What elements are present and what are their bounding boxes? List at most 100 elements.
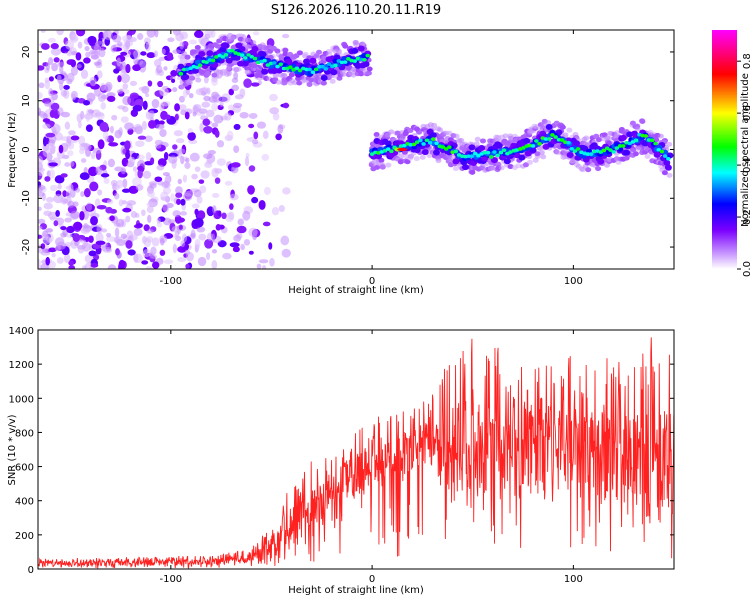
spectrogram-cell [155, 123, 165, 130]
spectrogram-cell [161, 181, 171, 189]
spectrogram-cell [85, 124, 93, 132]
spectrogram-cell [556, 137, 562, 142]
spectrogram-cell [490, 157, 498, 164]
spectrogram-cell [50, 102, 60, 111]
spectrogram-cell [424, 138, 430, 143]
spectrogram-cell [159, 87, 169, 97]
spectrogram-cell [120, 146, 127, 156]
spectrogram-cell [233, 123, 241, 131]
spectrogram-cell [107, 264, 117, 269]
spectrogram-cell [227, 48, 232, 53]
spectrogram-cell [261, 68, 269, 75]
spectrogram-cell [320, 74, 328, 81]
spectrogram-cell [38, 169, 44, 176]
spectrogram-cell [68, 265, 75, 269]
spectrogram-cell [38, 91, 43, 100]
spectrogram-cell [187, 128, 194, 134]
spectrogram-cell [42, 236, 52, 244]
spectrogram-cell [42, 136, 48, 147]
spectrogram-cell [329, 78, 336, 84]
spectrogram-cell [275, 79, 282, 85]
spectrogram-cell [178, 71, 184, 76]
spectrogram-cell [198, 35, 206, 45]
spectrogram-cell [397, 147, 408, 152]
spectrogram-cell [48, 162, 58, 167]
spectrogram-cell [282, 187, 291, 195]
spectrogram-cell [211, 30, 216, 38]
spectrogram-cell [575, 163, 582, 169]
spectrogram-cell [49, 184, 58, 192]
spectrogram-cell [579, 167, 586, 173]
chart-title: S126.2026.110.20.11.R19 [271, 3, 441, 18]
spectrogram-cell [221, 212, 227, 220]
spectrogram-cell [116, 57, 121, 67]
spectrogram-cell [194, 217, 204, 228]
spectrogram-cell [653, 141, 658, 146]
spectrogram-cell [176, 198, 181, 205]
spectrogram-cell [282, 51, 289, 57]
spectrogram-cell [206, 50, 214, 57]
spectrogram-cell [250, 40, 257, 46]
spectrogram-cell [89, 50, 96, 55]
spectrogram-cell [256, 121, 267, 129]
spectrogram-cell [146, 52, 156, 59]
spectrogram-cell [560, 154, 567, 160]
spectrogram-cell [182, 192, 193, 202]
spectrogram-cell [53, 57, 60, 63]
spectrogram-cell [473, 141, 480, 147]
spectrogram-cell [433, 149, 441, 156]
spectrogram-cell [141, 260, 149, 265]
spectrogram-cell [132, 104, 143, 112]
spectrogram-cell [236, 225, 247, 234]
spectrogram-cell [146, 205, 154, 214]
spectrogram-cell [118, 259, 126, 269]
spectrogram-cell [97, 139, 105, 150]
spectrogram-cell [115, 248, 120, 256]
spectrogram-cell [194, 166, 201, 172]
spectrogram-cell [502, 133, 509, 139]
spectrogram-cell [231, 162, 241, 168]
spectrogram-cell [102, 247, 112, 252]
spectrogram-cell [148, 181, 158, 186]
spectrogram-cell [175, 192, 183, 198]
spectrogram-cell [273, 73, 280, 79]
spectrogram-cell [79, 172, 90, 180]
spectrogram-cell [281, 33, 290, 39]
spectrogram-cell [194, 45, 201, 51]
spectrogram-cell [621, 144, 626, 148]
spectrogram-cell [646, 138, 652, 142]
snr-x-axis: -100 0 100 [159, 330, 583, 585]
spectrogram-cell [80, 69, 89, 80]
spectrogram-cell [65, 139, 72, 147]
spectrogram-x-label: Height of straight line (km) [288, 285, 424, 296]
spectrogram-cell [88, 166, 98, 177]
spectrogram-cell [207, 43, 214, 49]
spectrogram-cell [213, 114, 224, 124]
spectrogram-cell [256, 263, 262, 269]
spectrogram-cell [151, 261, 160, 269]
spectrogram-cell [151, 237, 160, 247]
colorbar-tick-label: 0.2 [742, 209, 750, 225]
spectrogram-cell [194, 65, 200, 70]
spectrogram-cell [86, 92, 96, 102]
spectrogram-cell [50, 47, 61, 56]
spectrogram-cell [659, 149, 665, 154]
spectrogram-cell [69, 183, 74, 193]
spectrogram-cell [154, 176, 163, 182]
spectrogram-cell [137, 165, 144, 172]
spectrogram-cell [664, 164, 672, 171]
spectrogram-cell [83, 143, 92, 151]
spectrogram-cell [38, 225, 43, 230]
spectrogram-cell [84, 45, 90, 52]
spectrogram-cell [38, 82, 45, 89]
spectrogram-cell [103, 30, 113, 40]
spectrogram-cell [547, 137, 552, 141]
spectrogram-cell [180, 198, 186, 206]
spectrogram-cell [64, 217, 72, 223]
spectrogram-cell [192, 111, 197, 117]
spectrogram-cell [40, 250, 51, 256]
spectrogram-cell [632, 151, 639, 157]
spectrogram-cell [154, 144, 162, 149]
spectrogram-cell [596, 137, 603, 143]
spectrogram-cell [70, 135, 80, 141]
